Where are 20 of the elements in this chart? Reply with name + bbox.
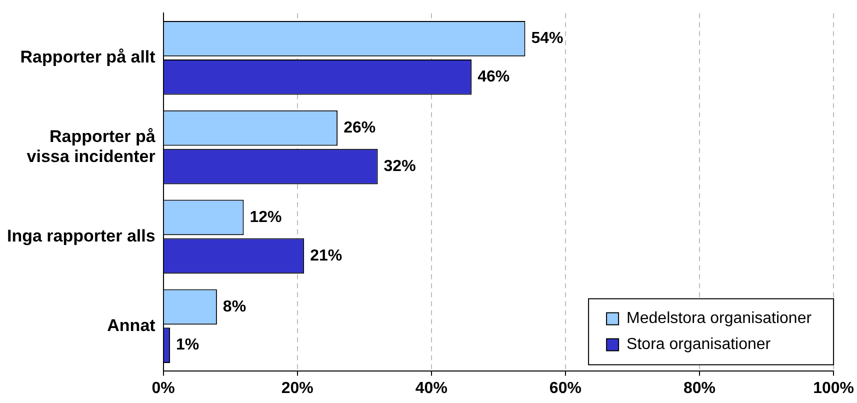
data-label: 26%	[344, 119, 376, 136]
legend-label: Stora organisationer	[626, 336, 772, 354]
x-tick-label: 80%	[683, 380, 716, 397]
y-tick-label: Inga rapporter alls	[6, 226, 156, 246]
data-label: 54%	[531, 30, 564, 48]
data-label: 21%	[310, 247, 342, 264]
y-tick-label: Rapporter på vissa incidenter	[26, 126, 156, 166]
x-tick-label: 0%	[152, 380, 175, 397]
data-label: 46%	[478, 68, 510, 86]
x-tick-label: 40%	[415, 380, 448, 397]
data-label: 8%	[222, 298, 246, 316]
x-tick-label: 20%	[281, 380, 314, 397]
data-label: 12%	[250, 208, 282, 226]
x-tick-label: 60%	[549, 380, 582, 397]
data-label: 1%	[176, 336, 200, 354]
x-tick-label: 100%	[813, 380, 854, 397]
legend-label: Medelstora organisationer	[626, 310, 812, 328]
y-tick-label: Annat	[107, 316, 156, 335]
y-tick-label: Rapporter på allt	[20, 48, 156, 67]
data-label: 32%	[384, 158, 416, 175]
